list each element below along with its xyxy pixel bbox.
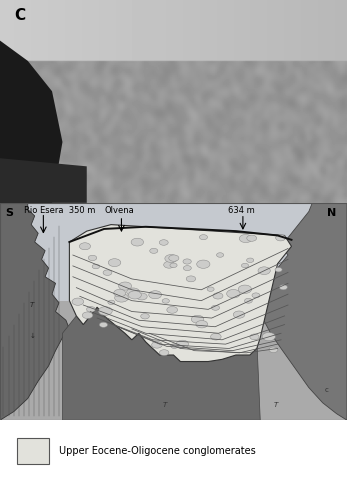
Bar [0,300,347,420]
Text: 634 m: 634 m [228,206,255,215]
Circle shape [262,332,276,341]
Circle shape [164,261,175,268]
Circle shape [82,312,93,319]
Circle shape [227,289,240,298]
Bar [0,203,347,300]
Text: Rio Esera  350 m: Rio Esera 350 m [24,206,96,215]
Text: Upper Eocene-Oligocene conglomerates: Upper Eocene-Oligocene conglomerates [59,446,256,456]
Circle shape [149,291,162,298]
Circle shape [92,264,100,269]
Circle shape [167,307,178,313]
Circle shape [108,300,115,304]
Circle shape [152,341,162,348]
Circle shape [197,260,210,269]
Circle shape [207,287,214,291]
Circle shape [247,235,257,242]
Circle shape [131,238,144,246]
Circle shape [162,298,169,303]
Text: S: S [5,208,13,218]
Circle shape [72,298,84,305]
Circle shape [79,243,91,250]
Circle shape [183,259,191,264]
Circle shape [141,313,149,319]
Circle shape [88,255,97,260]
Circle shape [128,291,141,299]
Circle shape [239,234,252,242]
Circle shape [252,293,260,298]
Circle shape [103,270,112,275]
Polygon shape [260,203,347,420]
Polygon shape [62,307,260,420]
Circle shape [159,240,168,245]
Circle shape [269,347,278,353]
Circle shape [176,340,189,348]
Circle shape [196,321,208,328]
Circle shape [245,298,252,303]
Circle shape [211,333,221,340]
FancyBboxPatch shape [17,438,49,464]
Text: C: C [14,8,25,23]
Text: Olvena: Olvena [105,206,135,215]
Text: c: c [324,387,328,393]
Polygon shape [0,203,69,420]
Text: T: T [29,302,34,308]
Polygon shape [0,158,87,203]
Circle shape [276,235,286,241]
Circle shape [86,307,95,312]
Circle shape [150,248,158,254]
Text: T: T [274,402,278,408]
Circle shape [238,285,252,294]
Circle shape [108,259,121,267]
Circle shape [159,350,169,355]
Polygon shape [0,41,62,203]
Circle shape [99,307,112,315]
Circle shape [258,267,270,274]
Circle shape [250,334,259,340]
Circle shape [165,255,178,262]
Circle shape [170,263,177,268]
Circle shape [183,266,191,270]
Circle shape [191,315,204,323]
Text: N: N [327,208,336,218]
Circle shape [186,276,196,282]
Circle shape [211,305,220,310]
Circle shape [171,344,178,348]
Circle shape [242,263,248,268]
Circle shape [127,288,139,296]
Circle shape [247,258,254,262]
Circle shape [217,253,224,257]
Circle shape [99,322,108,327]
Circle shape [119,282,132,290]
Circle shape [136,293,147,300]
Circle shape [233,311,245,318]
Circle shape [213,293,223,299]
Circle shape [115,294,128,302]
Circle shape [279,285,287,290]
Circle shape [169,255,179,261]
Circle shape [200,235,208,240]
Polygon shape [69,225,291,361]
Circle shape [275,268,282,272]
Text: T: T [163,402,167,408]
Text: ↓: ↓ [29,333,35,339]
Circle shape [114,289,126,297]
